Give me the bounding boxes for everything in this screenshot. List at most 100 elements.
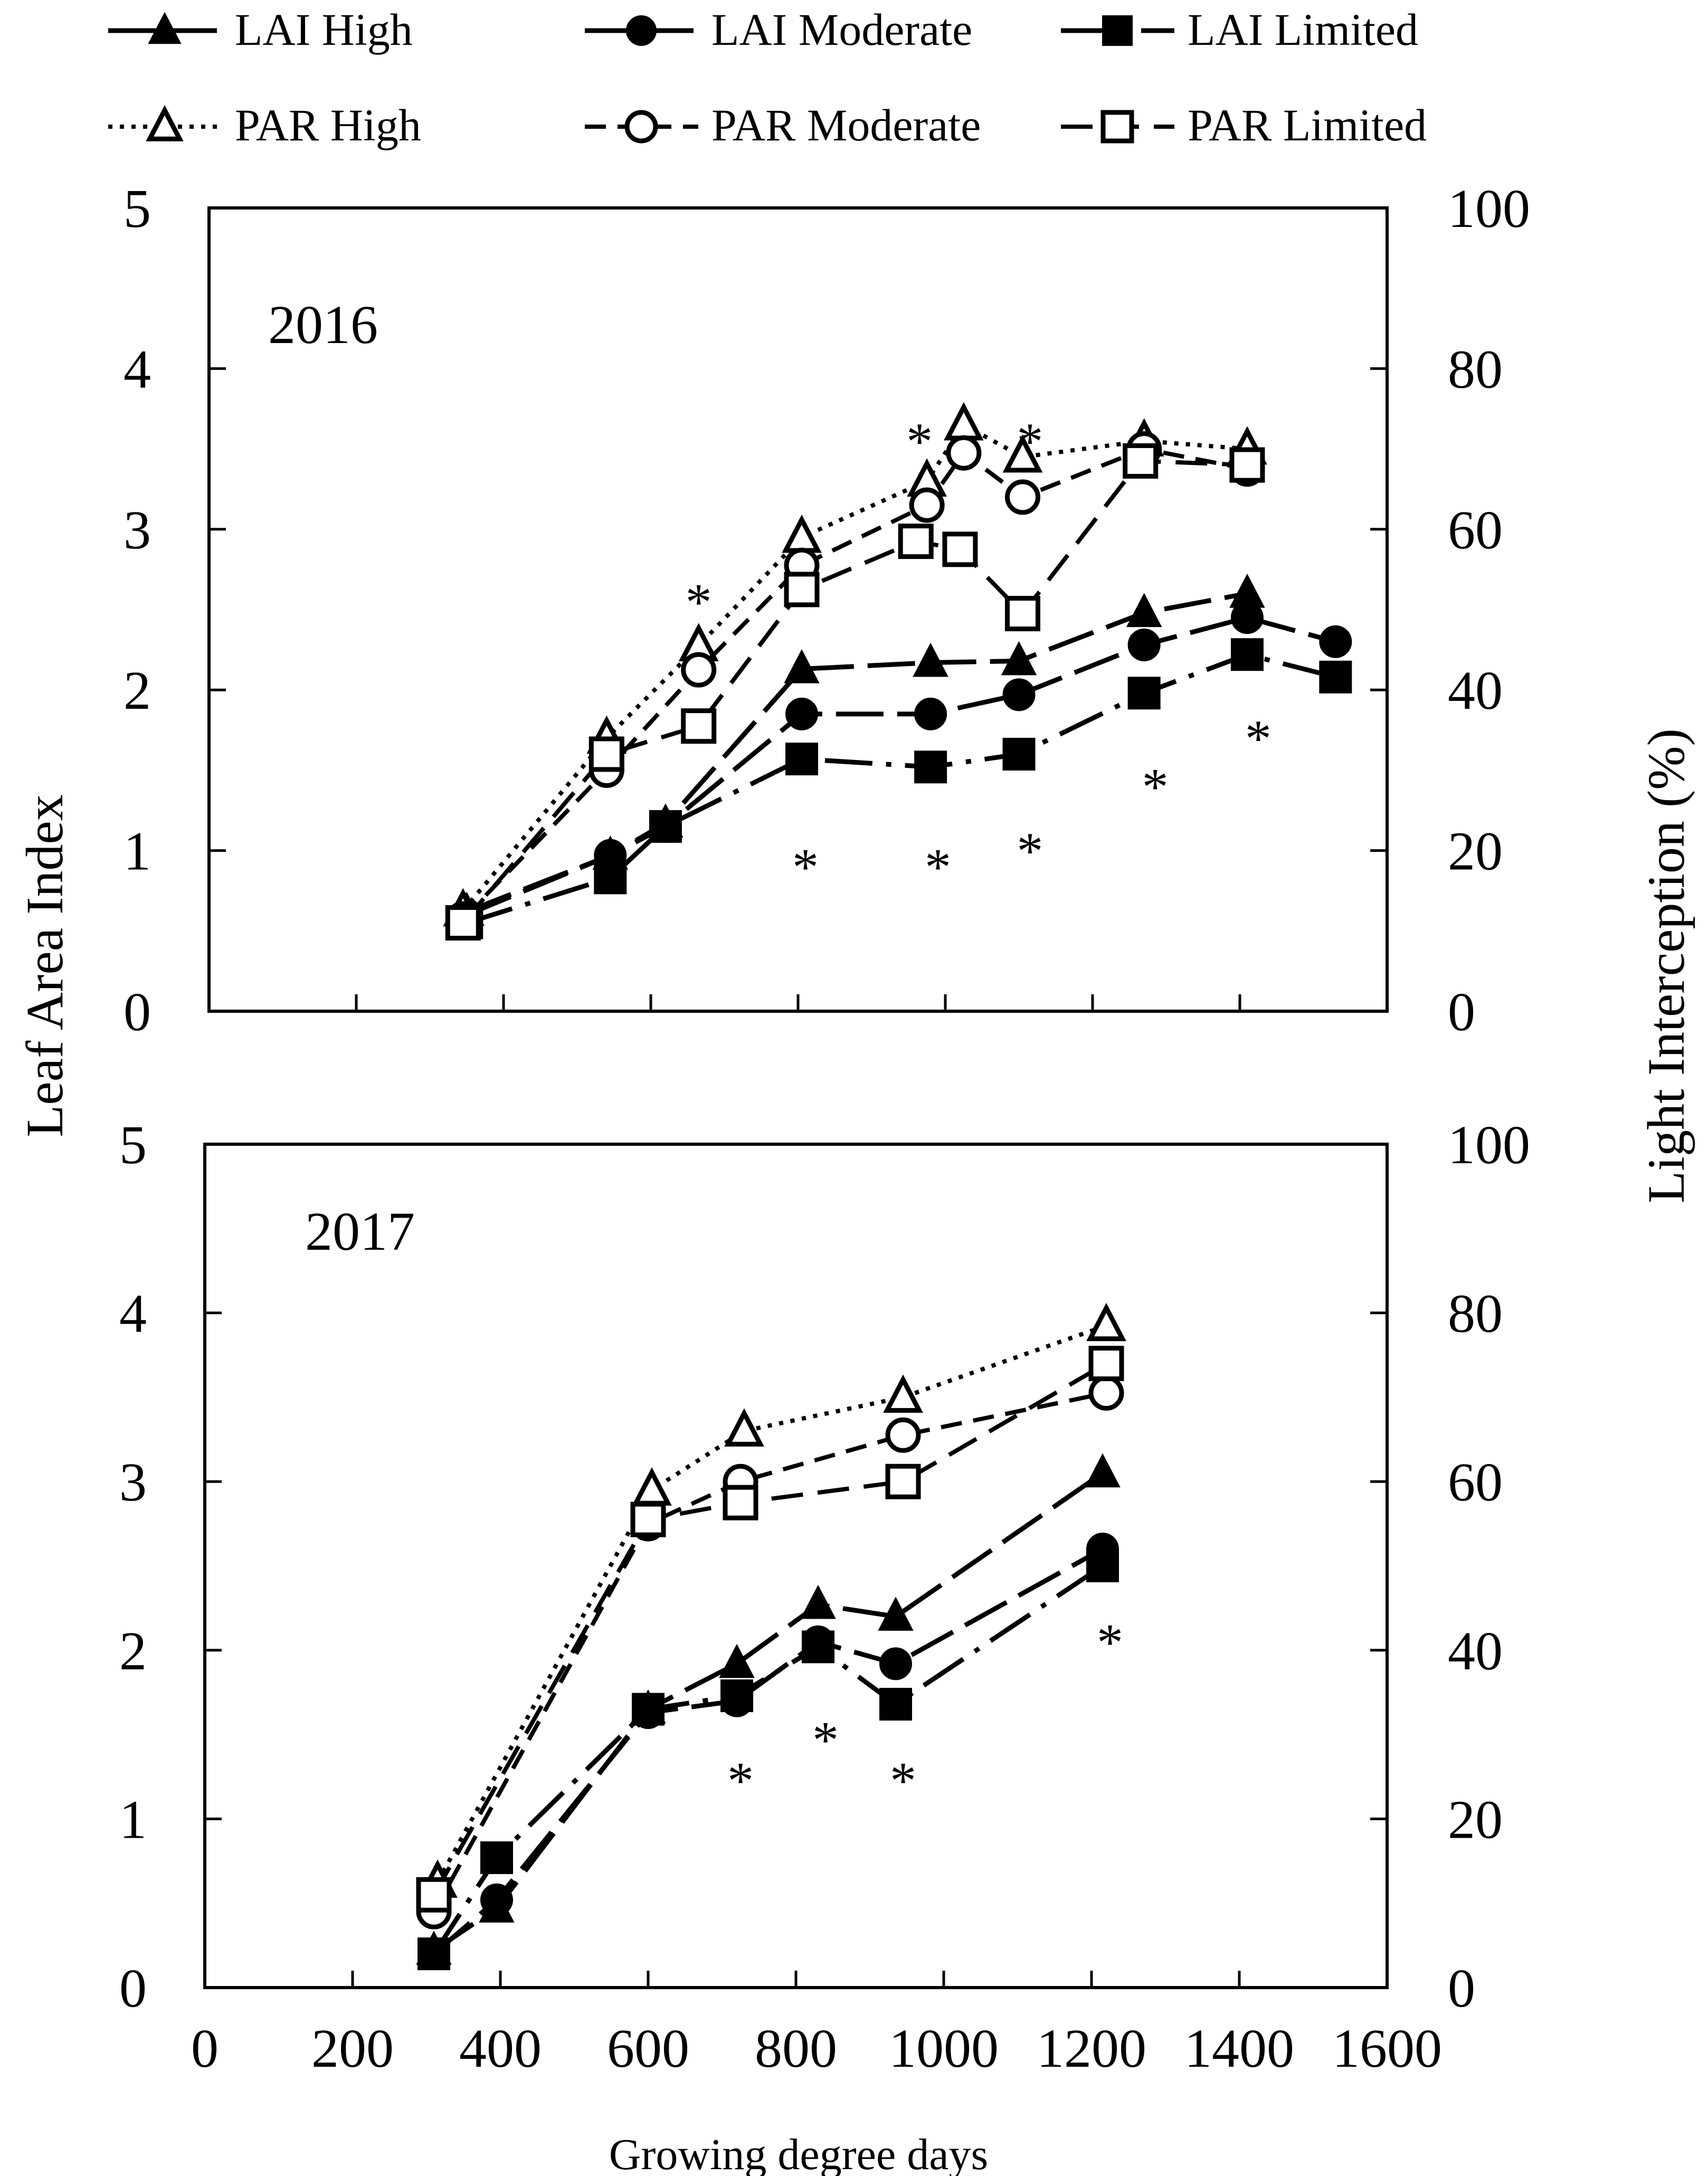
data-point — [1229, 447, 1265, 483]
y-tick-label-right: 40 — [1448, 1621, 1503, 1681]
significance-star: * — [812, 1711, 839, 1769]
legend-marker-lai-moderate — [626, 15, 657, 46]
legend-entry-par-high: PAR High — [108, 100, 421, 150]
data-point — [480, 1841, 513, 1874]
y-tick-label-left: 0 — [124, 982, 151, 1042]
legend-marker-par-limited — [1100, 110, 1134, 144]
data-point — [883, 1374, 923, 1413]
significance-markers: * * * * — [727, 1613, 1123, 1810]
data-point — [785, 743, 818, 776]
legend: LAI High LAI Moderate LAI Limited PAR Hi… — [108, 4, 1427, 150]
data-point — [1002, 678, 1036, 711]
y-tick-label-left: 2 — [124, 660, 151, 721]
y-tick-label-right: 40 — [1448, 660, 1503, 721]
y-tick-label-right: 20 — [1448, 1789, 1503, 1850]
significance-star: * — [686, 573, 712, 631]
y-axis-title-right: Light Interception (%) — [1637, 728, 1695, 1203]
legend-entry-lai-high: LAI High — [108, 4, 413, 55]
data-point — [1230, 601, 1264, 634]
significance-star: * — [1245, 709, 1271, 768]
legend-entry-lai-moderate: LAI Moderate — [585, 4, 972, 55]
data-point — [417, 1937, 450, 1971]
legend-marker-par-high — [146, 105, 184, 141]
data-point — [878, 1597, 914, 1631]
data-point — [719, 1643, 755, 1678]
x-tick-label: 1600 — [1332, 2018, 1442, 2079]
data-point — [1002, 434, 1043, 473]
panel-year-label: 2016 — [268, 294, 378, 355]
axis-ticks — [205, 1143, 1387, 1989]
data-point — [1319, 660, 1352, 693]
y-tick-label-left: 4 — [119, 1284, 147, 1344]
data-point — [724, 1408, 764, 1447]
y-tick-label-left: 4 — [124, 339, 151, 400]
legend-label: LAI Limited — [1188, 4, 1418, 55]
data-point — [1004, 596, 1040, 632]
legend-entry-par-limited: PAR Limited — [1061, 100, 1427, 150]
right-tick-labels: 0 20 40 60 80 100 — [1448, 1115, 1530, 2019]
data-point — [898, 524, 934, 559]
x-tick-label: 800 — [755, 2018, 837, 2079]
data-point — [416, 1877, 452, 1913]
series-layer — [443, 402, 1352, 941]
x-tick-label: 0 — [191, 2018, 219, 2079]
series-par-limited — [416, 1345, 1124, 1913]
significance-markers: * * * * * * * * — [686, 412, 1271, 896]
legend-marker-lai-limited — [1102, 15, 1133, 46]
x-tick-label: 1000 — [889, 2018, 999, 2079]
left-tick-labels: 0 1 2 3 4 5 — [119, 1115, 147, 2019]
data-point — [879, 1647, 912, 1680]
data-point — [913, 642, 948, 677]
data-point — [1086, 1550, 1119, 1582]
legend-label: PAR Limited — [1188, 100, 1427, 150]
data-point — [1001, 641, 1037, 676]
y-tick-label-right: 80 — [1448, 339, 1503, 400]
legend-label: LAI High — [235, 4, 413, 55]
significance-star: * — [1017, 822, 1043, 880]
data-point — [1088, 1375, 1124, 1411]
legend-marker-lai-high — [148, 12, 182, 44]
significance-star: * — [890, 1751, 916, 1810]
data-point — [720, 1679, 753, 1713]
significance-star: * — [1017, 412, 1043, 470]
data-point — [589, 736, 624, 772]
data-point — [1086, 1303, 1126, 1342]
significance-star: * — [727, 1751, 754, 1810]
data-point — [1002, 737, 1036, 771]
data-point — [879, 1688, 912, 1721]
data-point — [723, 1485, 758, 1521]
data-point — [885, 1417, 921, 1453]
data-point — [1088, 1345, 1124, 1381]
data-point — [1319, 625, 1352, 658]
data-point — [800, 1584, 836, 1619]
y-tick-label-right: 100 — [1448, 1115, 1530, 1175]
x-tick-labels: 0 200 400 600 800 1000 1200 1400 1600 — [191, 2018, 1442, 2079]
y-tick-label-left: 5 — [124, 178, 151, 239]
data-point — [630, 1502, 666, 1537]
y-tick-label-right: 80 — [1448, 1284, 1503, 1344]
significance-star: * — [1097, 1613, 1123, 1671]
legend-label: LAI Moderate — [711, 4, 972, 55]
data-point — [1230, 638, 1264, 671]
y-tick-label-right: 0 — [1448, 1958, 1475, 2019]
significance-star: * — [1142, 757, 1169, 816]
data-point — [480, 1883, 513, 1916]
data-point — [784, 572, 820, 607]
x-tick-label: 1200 — [1037, 2018, 1146, 2079]
data-point — [594, 861, 627, 895]
y-tick-label-left: 0 — [119, 1958, 147, 2019]
significance-star: * — [906, 412, 933, 470]
y-tick-label-right: 100 — [1448, 178, 1530, 239]
panel-year-label: 2017 — [305, 1201, 415, 1262]
data-point — [942, 531, 978, 567]
data-point — [914, 697, 947, 730]
y-tick-label-right: 20 — [1448, 821, 1503, 882]
series-lai-limited — [417, 1550, 1119, 1971]
series-par-limited — [445, 443, 1265, 941]
axis-ticks — [209, 206, 1387, 1013]
y-tick-label-left: 5 — [119, 1115, 147, 1175]
data-point — [681, 708, 717, 744]
data-point — [802, 1630, 834, 1664]
